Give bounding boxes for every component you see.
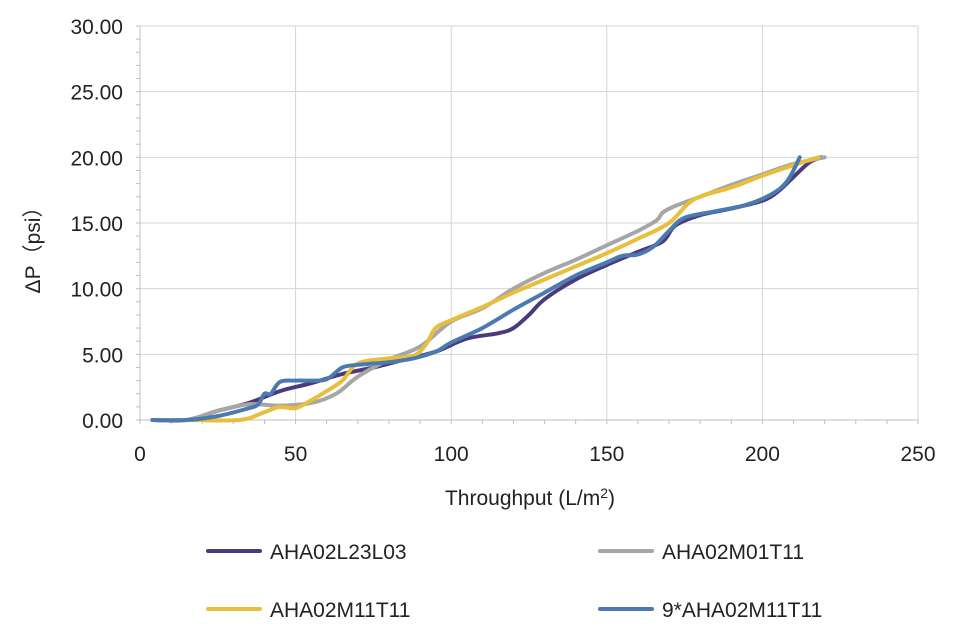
axes	[136, 25, 919, 424]
legend-label-9-aha02m11t11: 9*AHA02M11T11	[662, 599, 822, 622]
x-tick-label: 0	[134, 443, 146, 466]
y-tick-label: 20.00	[70, 147, 123, 170]
grid-lines	[140, 25, 919, 420]
tick-labels: 0 50 100 150 200 250 0.00 5.00 10.00 15.00 20.00 25…	[70, 16, 935, 466]
y-axis-title: ΔP（psi）	[22, 197, 45, 294]
series-line-9-aha02m11t11	[150, 155, 802, 423]
legend-label-aha02l23l03: AHA02L23L03	[270, 541, 407, 564]
y-tick-label: 15.00	[70, 213, 123, 236]
x-tick-label: 150	[589, 443, 624, 466]
legend-label-aha02m01t11: AHA02M01T11	[662, 541, 804, 564]
series-line-aha02m11t11	[150, 155, 821, 423]
legend: AHA02L23L03 AHA02M01T11 AHA02M11T11 9*AHA02…	[206, 541, 822, 622]
y-tick-label: 0.00	[82, 410, 123, 433]
y-tick-label: 25.00	[70, 82, 123, 105]
x-tick-label: 100	[434, 443, 469, 466]
y-tick-label: 10.00	[70, 279, 123, 302]
x-tick-label: 250	[900, 443, 935, 466]
y-tick-label: 5.00	[82, 344, 123, 367]
x-tick-label: 50	[284, 443, 307, 466]
legend-label-aha02m11t11: AHA02M11T11	[270, 599, 410, 622]
y-tick-label: 30.00	[70, 16, 123, 39]
x-tick-label: 200	[745, 443, 780, 466]
series-lines	[150, 155, 827, 423]
x-axis-title: Throughput (L/m2)	[445, 485, 615, 510]
